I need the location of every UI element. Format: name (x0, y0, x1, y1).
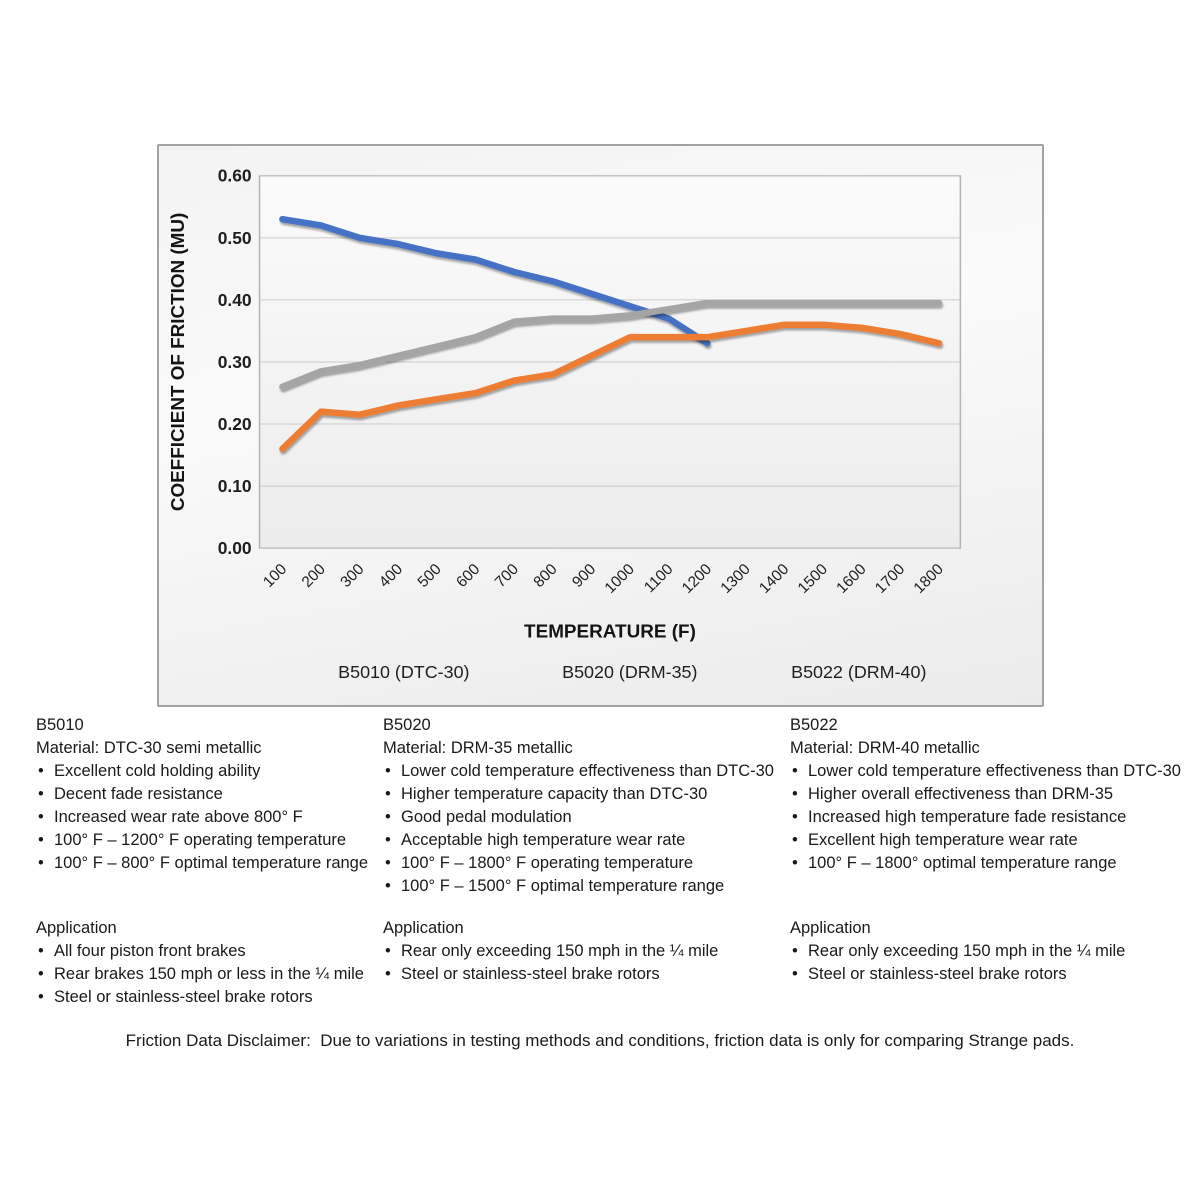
x-tick-label: 1200 (679, 561, 715, 597)
application-list: Rear only exceeding 150 mph in the ¼ mil… (790, 940, 1187, 986)
friction-data-disclaimer: Friction Data Disclaimer: Due to variati… (125, 1031, 1075, 1050)
x-tick-label: 100 (260, 561, 290, 591)
bullet-item: 100° F – 1800° optimal temperature range (790, 852, 1187, 875)
product-material: Material: DTC-30 semi metallic (36, 739, 262, 757)
bullet-item: Good pedal modulation (383, 806, 780, 829)
x-tick-label: 600 (453, 561, 483, 591)
y-tick-label: 0.60 (218, 166, 252, 186)
series-line-b5010 (279, 215, 711, 347)
x-tick-label: 500 (415, 561, 445, 591)
application-heading: Application (383, 919, 464, 937)
product-material: Material: DRM-40 metallic (790, 739, 980, 757)
bullet-item: 100° F – 1200° F operating temperature (36, 829, 376, 852)
bullet-item: Rear only exceeding 150 mph in the ¼ mil… (383, 940, 780, 963)
bullet-item: Rear only exceeding 150 mph in the ¼ mil… (790, 940, 1187, 963)
x-tick-label: 1500 (795, 561, 831, 597)
y-tick-label: 0.50 (218, 228, 252, 248)
x-tick-label: 900 (569, 561, 599, 591)
product-column-b5010: B5010 Material: DTC-30 semi metallic Exc… (36, 714, 376, 1009)
x-tick-label: 1600 (833, 561, 869, 597)
bullet-item: Steel or stainless-steel brake rotors (790, 963, 1187, 986)
product-feature-list: Excellent cold holding abilityDecent fad… (36, 760, 376, 875)
application-block: Application Rear only exceeding 150 mph … (790, 917, 1187, 986)
x-tick-label: 1000 (602, 561, 638, 597)
application-block: Application All four piston front brakes… (36, 917, 376, 1009)
y-tick-label: 0.30 (218, 352, 252, 372)
x-axis-title: TEMPERATURE (F) (524, 622, 696, 643)
bullet-item: 100° F – 1500° F optimal temperature ran… (383, 875, 780, 898)
legend-label: B5022 (DRM-40) (791, 662, 926, 682)
bullet-item: Higher overall effectiveness than DRM-35 (790, 783, 1187, 806)
friction-line-chart: 0.60 0.50 0.40 0.30 0.20 0.10 0.00 100 200 300 400… (159, 146, 1042, 705)
bullet-item: Increased wear rate above 800° F (36, 806, 376, 829)
x-tick-label: 1100 (641, 561, 677, 596)
x-tick-label: 700 (492, 561, 522, 591)
bullet-item: 100° F – 1800° F operating temperature (383, 852, 780, 875)
series-line-b5022 (279, 299, 943, 391)
bullet-item: Increased high temperature fade resistan… (790, 806, 1187, 829)
y-tick-label: 0.40 (218, 290, 252, 310)
legend-label: B5020 (DRM-35) (562, 662, 697, 682)
application-heading: Application (790, 919, 871, 937)
x-tick-label: 300 (337, 561, 367, 591)
application-heading: Application (36, 919, 117, 937)
product-material: Material: DRM-35 metallic (383, 739, 573, 757)
y-tick-label: 0.20 (218, 414, 252, 434)
application-list: Rear only exceeding 150 mph in the ¼ mil… (383, 940, 780, 986)
product-code: B5022 (790, 716, 838, 734)
y-tick-label: 0.10 (218, 476, 252, 496)
bullet-item: Steel or stainless-steel brake rotors (36, 986, 376, 1009)
bullet-item: Acceptable high temperature wear rate (383, 829, 780, 852)
x-tick-label: 400 (376, 561, 406, 591)
product-feature-list: Lower cold temperature effectiveness tha… (790, 760, 1187, 875)
x-tick-label: 1800 (911, 561, 947, 597)
product-column-b5022: B5022 Material: DRM-40 metallic Lower co… (790, 714, 1187, 986)
x-tick-label: 1400 (756, 561, 792, 597)
application-list: All four piston front brakesRear brakes … (36, 940, 376, 1009)
bullet-item: Rear brakes 150 mph or less in the ¼ mil… (36, 963, 376, 986)
application-block: Application Rear only exceeding 150 mph … (383, 917, 780, 986)
product-column-b5020: B5020 Material: DRM-35 metallic Lower co… (383, 714, 780, 986)
bullet-item: Steel or stainless-steel brake rotors (383, 963, 780, 986)
x-tick-label: 800 (530, 561, 560, 591)
friction-chart-panel: 0.60 0.50 0.40 0.30 0.20 0.10 0.00 100 200 300 400… (157, 144, 1044, 707)
bullet-item: Excellent high temperature wear rate (790, 829, 1187, 852)
bullet-item: Decent fade resistance (36, 783, 376, 806)
bullet-item: Higher temperature capacity than DTC-30 (383, 783, 780, 806)
x-tick-label: 1300 (717, 561, 753, 597)
bullet-item: Excellent cold holding ability (36, 760, 376, 783)
product-code: B5010 (36, 716, 84, 734)
bullet-item: Lower cold temperature effectiveness tha… (383, 760, 780, 783)
y-axis-title: COEFFICIENT OF FRICTION (MU) (168, 213, 189, 511)
bullet-item: 100° F – 800° F optimal temperature rang… (36, 852, 376, 875)
y-tick-label: 0.00 (218, 538, 252, 558)
product-feature-list: Lower cold temperature effectiveness tha… (383, 760, 780, 898)
bullet-item: Lower cold temperature effectiveness tha… (790, 760, 1187, 783)
x-tick-label: 1700 (872, 561, 908, 597)
legend-label: B5010 (DTC-30) (338, 662, 469, 682)
x-tick-label: 200 (299, 561, 329, 591)
series-line-b5020 (279, 321, 943, 453)
bullet-item: All four piston front brakes (36, 940, 376, 963)
product-code: B5020 (383, 716, 431, 734)
